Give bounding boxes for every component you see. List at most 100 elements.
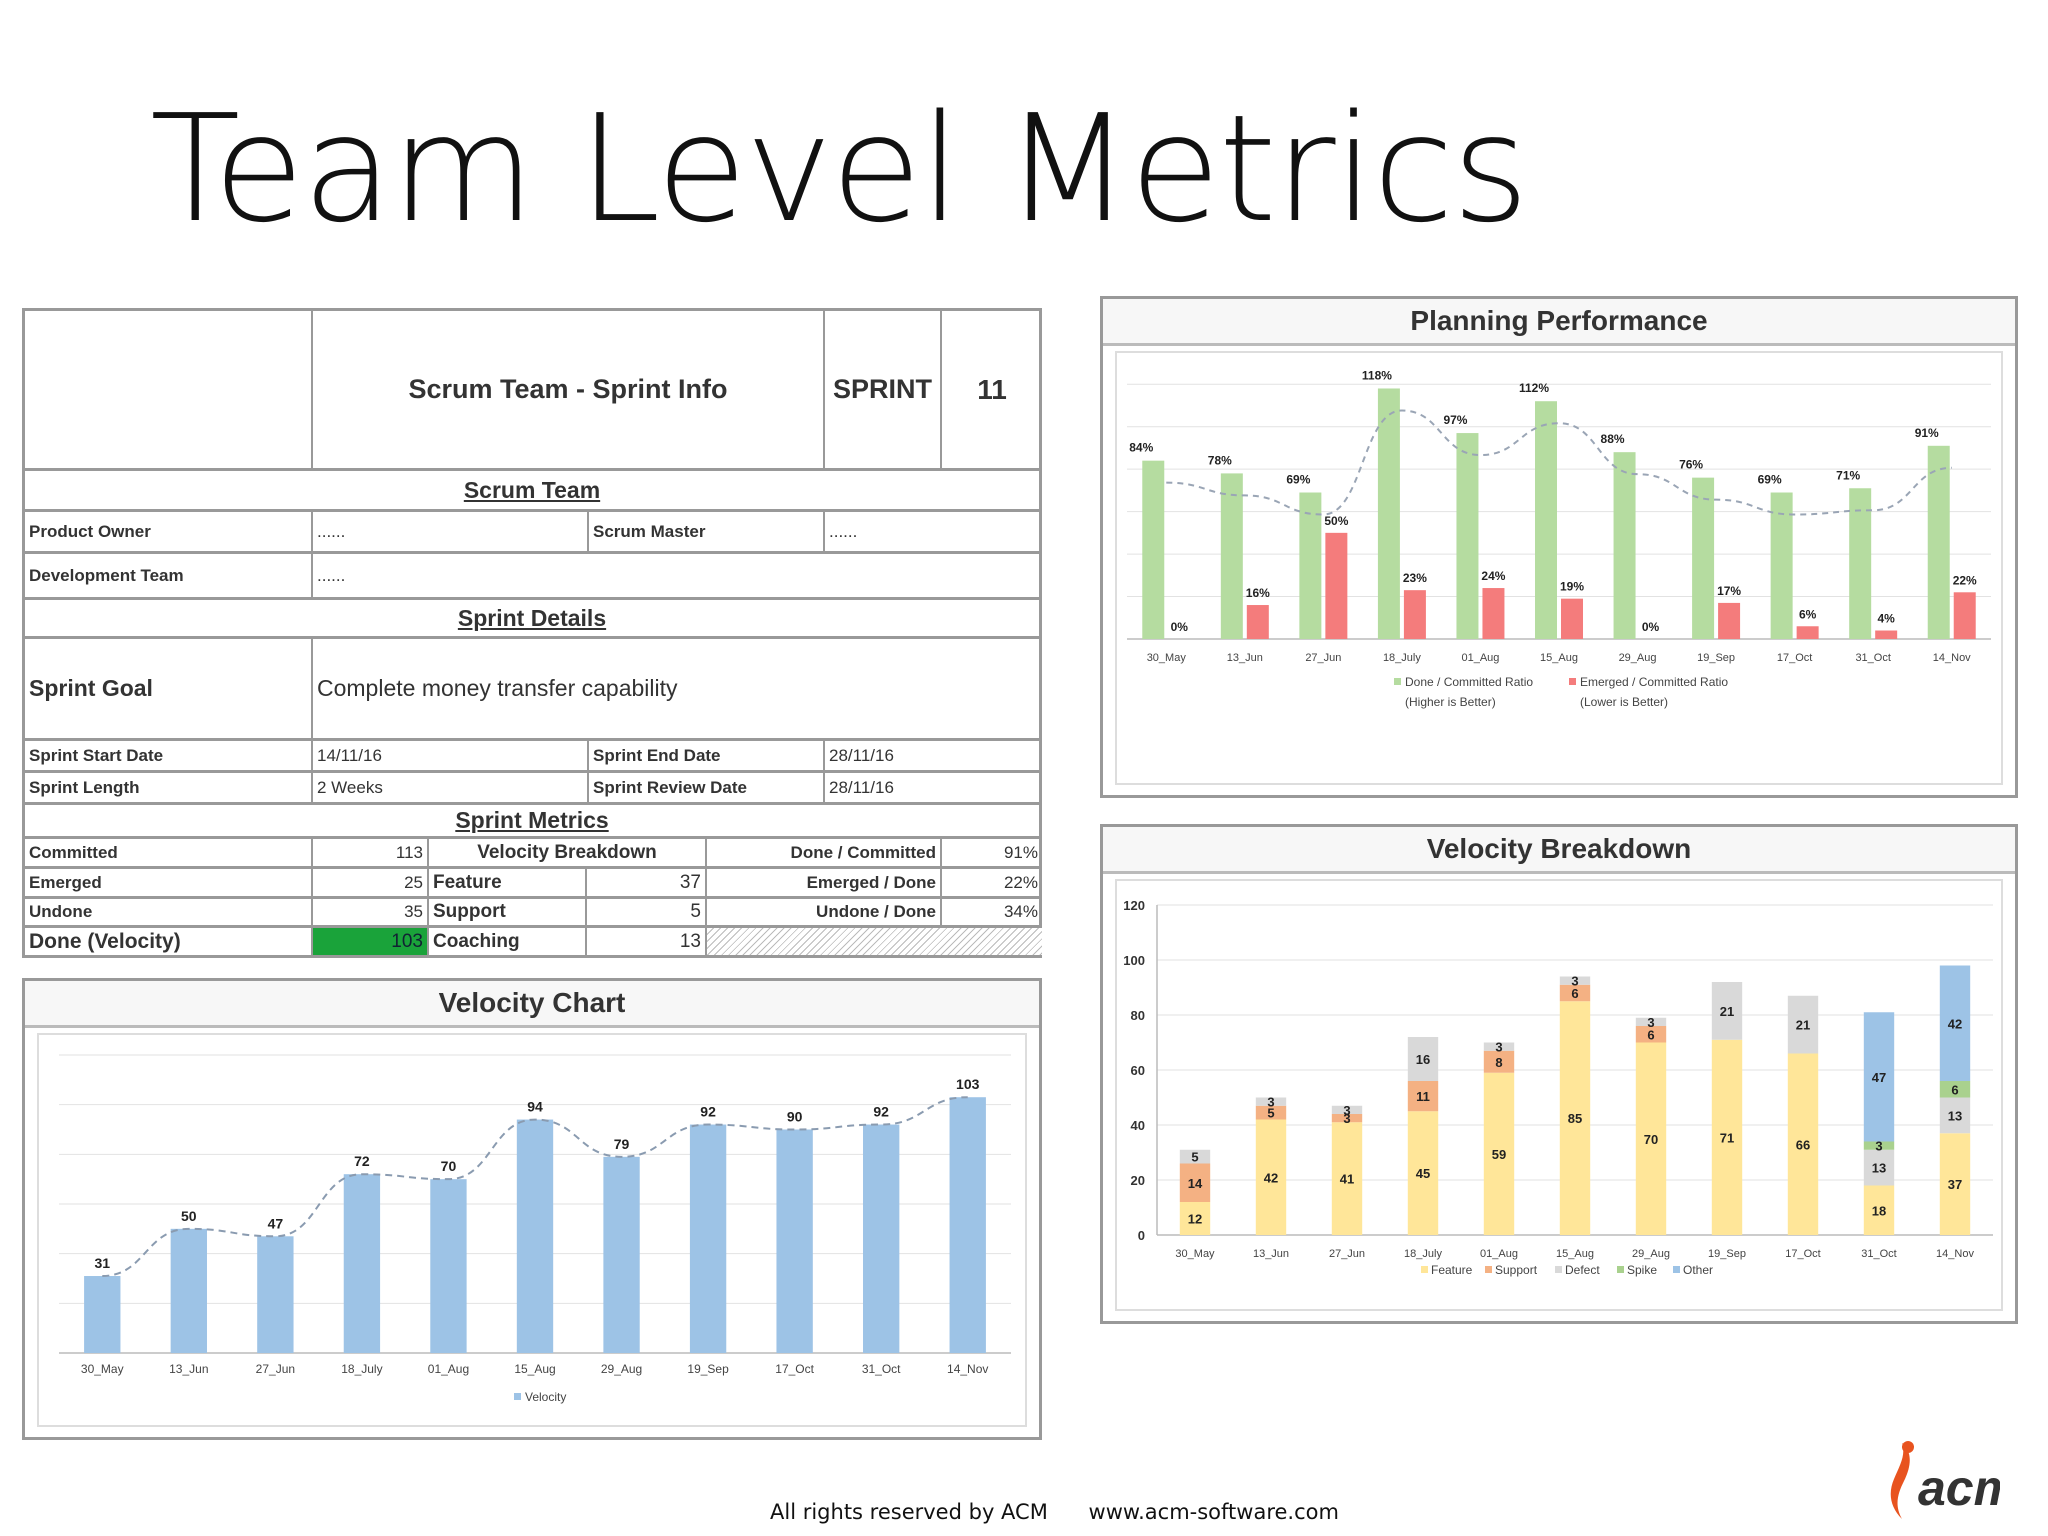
velocity-bar — [257, 1236, 294, 1353]
x-tick-label: 01_Aug — [1461, 652, 1499, 664]
x-tick-label: 18_July — [341, 1362, 382, 1376]
y-tick-label: 40 — [1131, 1118, 1145, 1133]
done-committed-bar — [1927, 445, 1950, 639]
x-tick-label: 29_Aug — [601, 1362, 642, 1376]
start-date-label: Sprint Start Date — [25, 741, 313, 770]
done-committed-data-label: 69% — [1286, 473, 1310, 487]
done-committed-data-label: 76% — [1679, 458, 1703, 472]
emerged-committed-bar — [1875, 630, 1898, 639]
acm-logo: acm — [1890, 1441, 2000, 1519]
emerged-committed-bar — [1953, 592, 1976, 639]
scrum-master-value: ...... — [829, 521, 858, 541]
undone-done-label: Undone / Done — [707, 899, 942, 925]
breakdown-data-label: 85 — [1568, 1111, 1582, 1126]
breakdown-bar-segment — [1331, 1122, 1363, 1235]
velocity-chart-svg: 31 30_May 50 13_Jun 47 27_Jun 72 18_July 70 01_Au… — [59, 1054, 1011, 1404]
sprint-info-header-row: Scrum Team - Sprint Info SPRINT 11 — [25, 311, 1039, 471]
breakdown-bar-segment — [1407, 1111, 1439, 1235]
breakdown-data-label: 37 — [1948, 1177, 1962, 1192]
planning-performance-panel: Planning Performance 84% 0% 30_May 78% 16% 13… — [1100, 296, 2018, 798]
x-tick-label: 19_Sep — [1697, 652, 1735, 664]
x-tick-label: 15_Aug — [514, 1362, 555, 1376]
x-tick-label: 30_May — [1147, 652, 1187, 664]
footer-rights: All rights reserved by ACM — [770, 1500, 1048, 1524]
x-tick-label: 30_May — [81, 1362, 124, 1376]
legend-label-velocity: Velocity — [525, 1390, 566, 1404]
footer-website[interactable]: www.acm-software.com — [1088, 1500, 1339, 1524]
emerged-committed-bar — [1482, 588, 1505, 639]
breakdown-bar-segment — [1255, 1097, 1287, 1106]
emerged-committed-bar — [1718, 602, 1741, 639]
logo-text: acm — [1918, 1460, 2000, 1516]
breakdown-bar-segment — [1559, 1001, 1591, 1235]
breakdown-data-label: 13 — [1948, 1108, 1962, 1123]
metrics-row-1: Committed 113 Velocity Breakdown Done / … — [25, 839, 1039, 869]
velocity-chart-title: Velocity Chart — [25, 981, 1039, 1028]
y-tick-label: 120 — [1123, 898, 1145, 913]
done-committed-bar — [1299, 492, 1322, 639]
sprint-length-row: Sprint Length 2 Weeks Sprint Review Date… — [25, 773, 1039, 805]
breakdown-data-label: 41 — [1340, 1172, 1354, 1187]
x-tick-label: 17_Oct — [1785, 1248, 1820, 1260]
emerged-committed-data-label: 16% — [1246, 586, 1270, 600]
breakdown-bar-segment — [1559, 984, 1591, 1002]
committed-label: Committed — [25, 839, 313, 866]
done-committed-bar — [1770, 492, 1793, 639]
breakdown-data-label: 6 — [1571, 986, 1578, 1001]
logo-dot-icon — [1902, 1441, 1914, 1453]
breakdown-data-label: 42 — [1264, 1170, 1278, 1185]
done-committed-bar — [1692, 477, 1715, 639]
x-tick-label: 31_Oct — [1855, 652, 1890, 664]
emerged-committed-data-label: 50% — [1324, 514, 1348, 528]
sprint-details-heading: Sprint Details — [25, 600, 1039, 639]
done-committed-bar — [1535, 401, 1557, 639]
breakdown-bar-segment — [1179, 1202, 1211, 1235]
y-tick-label: 20 — [1131, 1173, 1145, 1188]
breakdown-data-label: 16 — [1416, 1052, 1430, 1067]
sprint-length-value: 2 Weeks — [313, 773, 589, 802]
legend-note-done-committed: (Higher is Better) — [1405, 695, 1496, 709]
breakdown-data-label: 8 — [1495, 1055, 1502, 1070]
velocity-trendline — [102, 1096, 968, 1278]
sprint-label: SPRINT — [825, 311, 942, 468]
breakdown-bar-segment — [1331, 1105, 1363, 1114]
breakdown-data-label: 6 — [1647, 1027, 1654, 1042]
velocity-data-label: 90 — [787, 1109, 803, 1125]
legend-label-feature: Feature — [1431, 1263, 1473, 1277]
x-tick-label: 17_Oct — [1777, 652, 1812, 664]
velocity-bar — [343, 1174, 381, 1353]
breakdown-bar-segment — [1863, 1012, 1895, 1142]
x-tick-label: 01_Aug — [428, 1362, 469, 1376]
breakdown-bar-segment — [1711, 1039, 1743, 1235]
x-tick-label: 30_May — [1175, 1248, 1215, 1260]
emerged-committed-bar — [1403, 590, 1426, 639]
x-tick-label: 17_Oct — [775, 1362, 814, 1376]
feature-label: Feature — [429, 869, 587, 896]
emerged-committed-data-label: 24% — [1481, 569, 1505, 583]
undone-done-value: 34% — [1003, 902, 1038, 921]
done-committed-data-label: 118% — [1362, 368, 1392, 382]
emerged-committed-data-label: 17% — [1717, 584, 1741, 598]
x-tick-label: 14_Nov — [1936, 1248, 1974, 1260]
x-tick-label: 27_Jun — [1329, 1248, 1365, 1260]
done-committed-bar — [1849, 488, 1872, 639]
x-tick-label: 29_Aug — [1619, 652, 1657, 664]
metrics-row-3: Undone 35 Support 5 Undone / Done 34% — [25, 899, 1039, 928]
done-committed-data-label: 71% — [1836, 468, 1860, 482]
emerged-committed-data-label: 6% — [1799, 607, 1817, 621]
done-velocity-label: Done (Velocity) — [25, 928, 313, 955]
breakdown-bar-segment — [1407, 1037, 1439, 1081]
breakdown-bar-segment — [1483, 1042, 1515, 1051]
legend-note-emerged-committed: (Lower is Better) — [1580, 695, 1668, 709]
breakdown-bar-segment — [1407, 1081, 1439, 1112]
metrics-row-2: Emerged 25 Feature 37 Emerged / Done 22% — [25, 869, 1039, 899]
breakdown-data-label: 21 — [1720, 1004, 1734, 1019]
legend-label-spike: Spike — [1627, 1263, 1657, 1277]
sprint-goal-value: Complete money transfer capability — [317, 675, 678, 701]
committed-value: 113 — [313, 839, 429, 866]
breakdown-bar-segment — [1939, 1097, 1971, 1134]
emerged-committed-data-label: 4% — [1878, 612, 1896, 626]
breakdown-data-label: 3 — [1343, 1111, 1350, 1126]
velocity-data-label: 94 — [527, 1099, 543, 1115]
velocity-data-label: 92 — [700, 1104, 716, 1120]
